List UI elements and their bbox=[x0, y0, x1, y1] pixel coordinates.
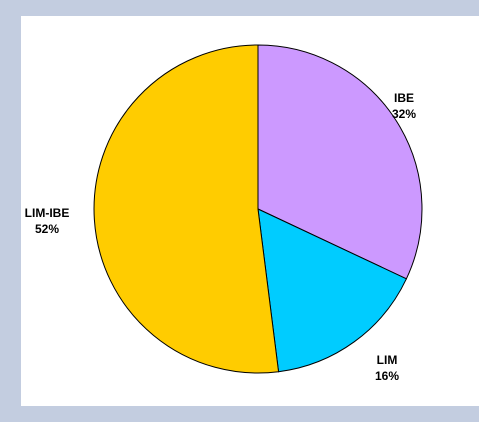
pie-slice-lim bbox=[257, 208, 408, 373]
pie-labels: IBE 32% LIM 16% LIM-IBE 52% bbox=[25, 91, 417, 383]
pie-chart: IBE 32% LIM 16% LIM-IBE 52% bbox=[25, 44, 423, 383]
slice-label-lim-ibe: LIM-IBE 52% bbox=[25, 206, 70, 236]
slice-label-name: LIM bbox=[377, 353, 398, 367]
slice-label-value: 16% bbox=[375, 369, 399, 383]
pie-slice-ibe bbox=[257, 44, 423, 280]
slice-label-name: IBE bbox=[394, 91, 414, 105]
slice-label-value: 32% bbox=[392, 107, 416, 121]
pie-slices bbox=[93, 44, 423, 374]
slice-label-name: LIM-IBE bbox=[25, 206, 70, 220]
slice-label-value: 52% bbox=[35, 222, 59, 236]
slice-label-ibe: IBE 32% bbox=[392, 91, 416, 121]
pie-slice-lim-ibe bbox=[93, 44, 280, 374]
slice-label-lim: LIM 16% bbox=[375, 353, 399, 383]
chart-panel: IBE 32% LIM 16% LIM-IBE 52% bbox=[21, 16, 479, 406]
